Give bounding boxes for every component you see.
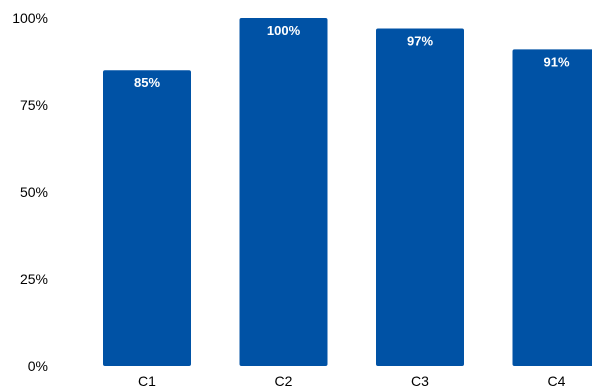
- data-labels: 85% 100% 97% 91%: [134, 23, 570, 90]
- data-label-c3: 97%: [407, 33, 433, 48]
- x-tick-label-c1: C1: [138, 373, 156, 389]
- bar-c2: [239, 18, 328, 366]
- y-tick-label: 50%: [20, 184, 48, 200]
- x-tick-label-c2: C2: [275, 373, 293, 389]
- bar-c4: [512, 49, 592, 366]
- data-label-c1: 85%: [134, 75, 160, 90]
- data-label-c4: 91%: [543, 54, 569, 69]
- bars: [103, 18, 592, 366]
- y-tick-label: 100%: [12, 10, 48, 26]
- y-tick-label: 75%: [20, 97, 48, 113]
- y-tick-label: 0%: [28, 358, 48, 374]
- bar-c1: [103, 70, 191, 366]
- data-label-c2: 100%: [267, 23, 301, 38]
- x-tick-label-c3: C3: [411, 373, 429, 389]
- y-tick-label: 25%: [20, 271, 48, 287]
- y-axis: 0% 25% 50% 75% 100%: [12, 10, 48, 374]
- x-axis: C1 C2 C3 C4: [138, 373, 566, 389]
- x-tick-label-c4: C4: [548, 373, 566, 389]
- bar-c3: [376, 28, 464, 366]
